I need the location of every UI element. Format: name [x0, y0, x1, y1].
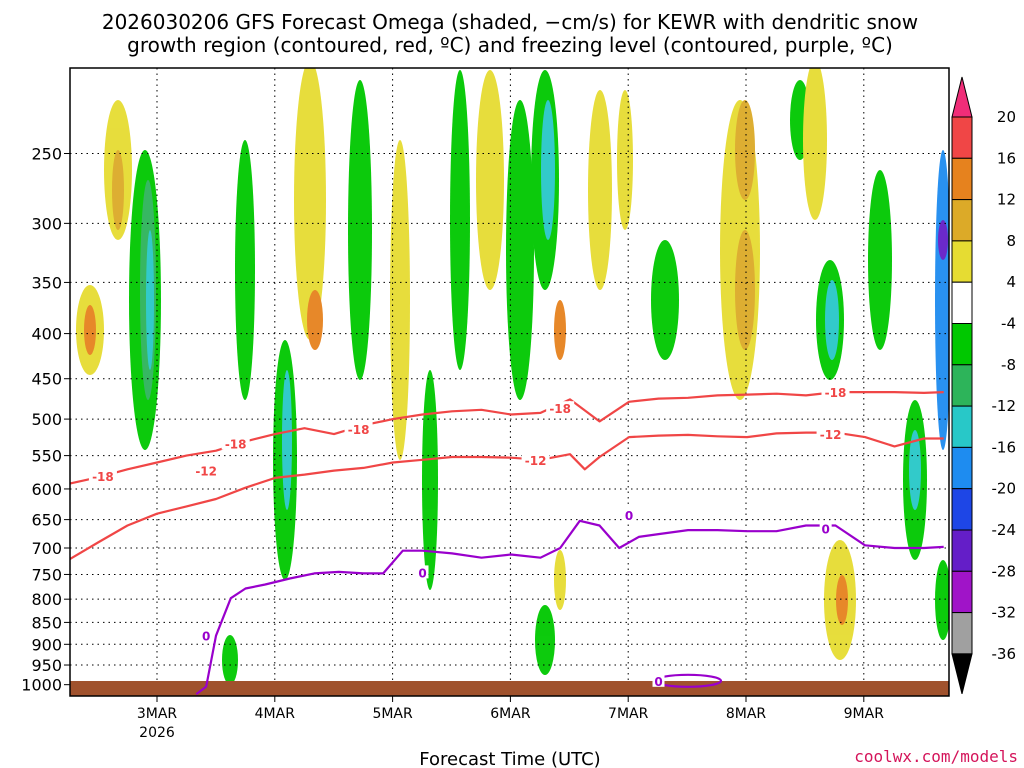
x-axis-label: Forecast Time (UTC) [419, 749, 600, 768]
chart-title-line2: growth region (contoured, red, ºC) and f… [127, 33, 893, 57]
contour-label-bg [344, 421, 373, 435]
colorbar-segment [951, 281, 973, 325]
contour-line-0 [195, 519, 944, 695]
contour-label: -18 [549, 402, 571, 416]
contour-label: -12 [195, 465, 217, 479]
colorbar-label: 8 [1006, 232, 1016, 250]
colorbar-label: -24 [992, 521, 1017, 539]
y-tick-label: 900 [31, 635, 62, 654]
x-axis: 3MAR 2026 4MAR 5MAR 6MAR 7MAR 8MAR 9MAR [137, 696, 884, 741]
colorbar-segment [951, 570, 973, 614]
x-tick-label: 6MAR [490, 706, 531, 722]
contour-label: -18 [225, 438, 247, 452]
colorbar-segment [951, 488, 973, 531]
y-tick-label: 500 [31, 410, 62, 429]
colorbar-segment [951, 240, 973, 283]
chart-title-line1: 2026030206 GFS Forecast Omega (shaded, −… [102, 10, 918, 34]
contour-label-bg [416, 565, 429, 579]
contour-label-bg [88, 468, 117, 482]
contour-label-bg [221, 436, 250, 450]
contour-label: -18 [348, 423, 370, 437]
contour-label: 0 [418, 566, 426, 580]
credit-text: coolwx.com/models [854, 747, 1018, 766]
colorbar-label: 4 [1006, 273, 1016, 291]
plot-frame [69, 67, 950, 697]
colorbar-segment [951, 446, 973, 490]
contour-label: -12 [525, 454, 547, 468]
contour-label-bg [521, 452, 550, 466]
colorbar-label: -12 [992, 397, 1017, 415]
terrain-ground [70, 681, 949, 696]
contour-label-bg [200, 628, 213, 642]
x-tick-label: 5MAR [372, 706, 413, 722]
x-tick-year: 2026 [139, 725, 175, 741]
colorbar-segment [951, 364, 973, 407]
x-tick-label: 8MAR [726, 706, 767, 722]
contour-label: -12 [820, 428, 842, 442]
colorbar-bottom-arrow [951, 653, 973, 695]
colorbar-segment [951, 323, 973, 366]
colorbar-label: 16 [997, 149, 1016, 167]
contour-labels: -18 -18 -18 -18 -18 -12 -12 -12 0 0 0 0 0 [88, 385, 850, 689]
contour-label: 0 [654, 675, 662, 689]
colorbar-label: -20 [992, 480, 1017, 498]
colorbar-label: 20 [997, 108, 1016, 126]
colorbar-segment [951, 612, 973, 655]
colorbar-segment [951, 199, 973, 242]
y-tick-label: 850 [31, 613, 62, 632]
y-tick-label: 700 [31, 539, 62, 558]
y-tick-label: 350 [31, 273, 62, 292]
colorbar-top-arrow [951, 76, 973, 118]
colorbar-label: -8 [1001, 356, 1016, 374]
contour-label: 0 [821, 522, 829, 536]
contour-label-bg [821, 385, 850, 399]
y-tick-label: 950 [31, 656, 62, 675]
contour-label: -18 [92, 470, 114, 484]
contour-label-bg [652, 673, 665, 687]
y-tick-label: 750 [31, 565, 62, 584]
y-tick-label: 300 [31, 214, 62, 233]
x-tick-label: 9MAR [844, 706, 885, 722]
y-tick-label: 800 [31, 590, 62, 609]
colorbar-label: -36 [992, 645, 1017, 663]
x-tick-label: 4MAR [255, 706, 296, 722]
contour-label-bg [623, 507, 635, 521]
colorbar: 20 16 12 8 4 -4 -8 -12 -16 -20 -24 -28 -32 -36 [951, 76, 1017, 695]
colorbar-segment [951, 529, 973, 572]
colorbar-label: -28 [992, 562, 1017, 580]
contour-line--18 [70, 391, 944, 485]
colorbar-label: 12 [997, 191, 1016, 209]
contour-label: 0 [202, 630, 210, 644]
colorbar-segment [951, 405, 973, 448]
y-axis: 250 300 350 400 450 500 550 600 650 700 750 800 850 9… [21, 144, 70, 695]
contour-label-bg [816, 427, 845, 441]
colorbar-segment [951, 116, 973, 159]
contour-label-bg [546, 401, 575, 415]
contour-label: 0 [625, 509, 633, 523]
y-tick-label: 550 [31, 447, 62, 466]
colorbar-segment [951, 157, 973, 201]
y-tick-label: 400 [31, 325, 62, 344]
y-tick-label: 450 [31, 370, 62, 389]
y-tick-label: 650 [31, 511, 62, 530]
contour-label-bg [819, 521, 832, 535]
y-tick-label: 600 [31, 480, 62, 499]
contour-label: -18 [825, 386, 847, 400]
contour-label-bg [192, 463, 221, 477]
y-tick-label: 1000 [21, 676, 62, 695]
y-tick-label: 250 [31, 144, 62, 163]
x-tick-label: 7MAR [608, 706, 649, 722]
colorbar-label: -32 [992, 604, 1017, 622]
x-tick-label: 3MAR [137, 706, 178, 722]
colorbar-label: -4 [1001, 315, 1016, 333]
colorbar-label: -16 [992, 438, 1017, 456]
